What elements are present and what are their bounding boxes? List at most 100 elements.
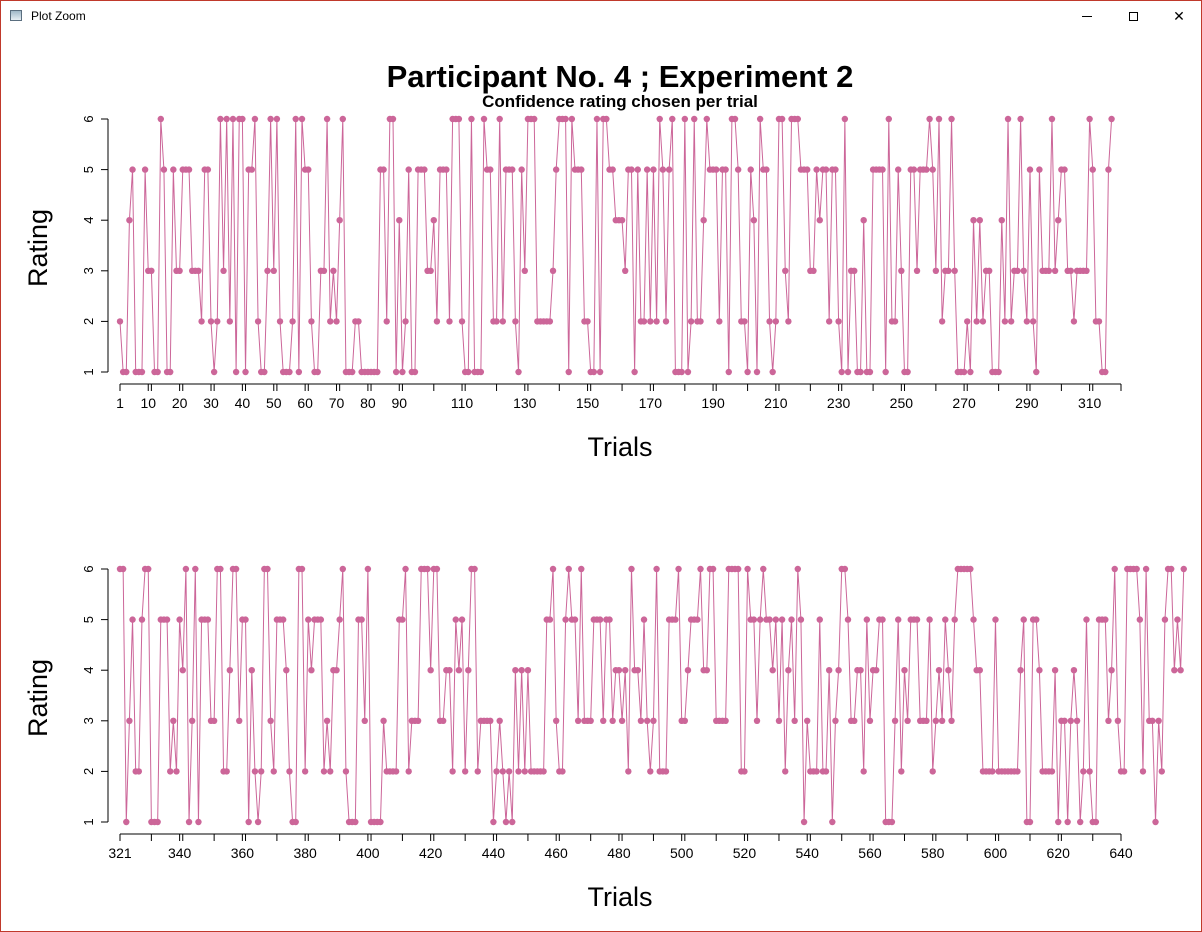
data-point [650,166,657,173]
data-point [138,368,146,376]
data-point [119,565,127,573]
data-point [769,667,776,674]
minimize-button[interactable] [1064,1,1110,31]
data-point [195,267,202,274]
x-tick-label: 60 [297,395,313,411]
data-point [600,717,607,724]
data-point [832,166,839,173]
data-point [697,318,704,325]
data-point [232,368,240,376]
maximize-button[interactable] [1110,1,1156,31]
series-line [119,118,1113,373]
data-point [753,717,761,724]
data-point [411,368,419,376]
data-point [1168,565,1175,573]
data-point [248,667,255,674]
x-tick-label: 480 [607,845,631,861]
data-point [825,318,833,325]
data-point [568,115,576,123]
data-point [402,565,409,573]
data-point [270,768,277,775]
data-point [860,217,867,224]
data-point [741,768,748,775]
data-point [1070,318,1078,325]
data-point [662,768,670,775]
data-point [446,318,453,325]
data-point [659,166,667,173]
data-point [1102,368,1109,376]
data-point [653,565,660,573]
data-point [681,115,689,123]
data-point [844,616,852,623]
data-point [283,667,290,674]
data-point [772,318,780,325]
data-point [512,318,519,325]
x-tick-label: 230 [827,395,851,411]
data-point [590,368,598,376]
data-point [399,368,406,376]
data-point [223,115,230,123]
data-point [926,616,933,623]
data-point [753,368,761,376]
data-point [948,115,955,123]
data-point [891,318,899,325]
data-point [697,565,704,573]
data-point [882,368,889,376]
data-point [1067,717,1074,724]
data-point [938,717,946,724]
data-point [703,667,710,674]
chart-panel-2: 1 2 3 4 5 6 Rating 321 340 360 380 400 420 440 460 480 5… [23,565,1187,912]
data-point [716,318,723,325]
data-point [308,667,315,674]
data-point [270,267,277,274]
data-point [458,616,466,623]
data-point [167,368,174,376]
data-point [829,818,836,826]
data-point [684,667,692,674]
data-point [264,267,271,274]
data-point [493,768,500,775]
data-point [970,217,977,224]
data-point [355,318,362,325]
data-point [593,115,601,123]
data-point [687,318,695,325]
data-point [524,667,532,674]
data-point [204,616,212,623]
data-point [465,667,472,674]
y-axis-label: Rating [23,209,53,287]
data-point [769,368,776,376]
data-point [822,166,830,173]
data-point [210,717,218,724]
data-point [804,166,811,173]
data-point [932,267,940,274]
data-point [499,768,507,775]
data-point [320,267,328,274]
close-button[interactable]: ✕ [1156,1,1202,31]
data-point [295,368,303,376]
data-point [515,368,522,376]
data-point [791,717,798,724]
data-point [1105,717,1112,724]
data-point [618,217,626,224]
data-point [879,616,886,623]
data-point [521,768,528,775]
data-point [948,717,955,724]
data-point [678,368,685,376]
data-point [929,166,936,173]
data-point [1051,267,1059,274]
data-point [170,166,177,173]
title-bar[interactable]: Plot Zoom ✕ [1,1,1201,31]
data-point [976,217,983,224]
data-point [229,115,237,123]
data-point [160,166,168,173]
x-tick-label: 400 [356,845,380,861]
data-point [292,818,299,826]
data-point [458,318,466,325]
data-point [734,166,742,173]
series-line [120,568,1185,823]
data-point [1020,267,1027,274]
data-point [515,768,522,775]
data-point [1083,616,1090,623]
data-point [675,565,682,573]
x-tick-label: 540 [796,845,820,861]
